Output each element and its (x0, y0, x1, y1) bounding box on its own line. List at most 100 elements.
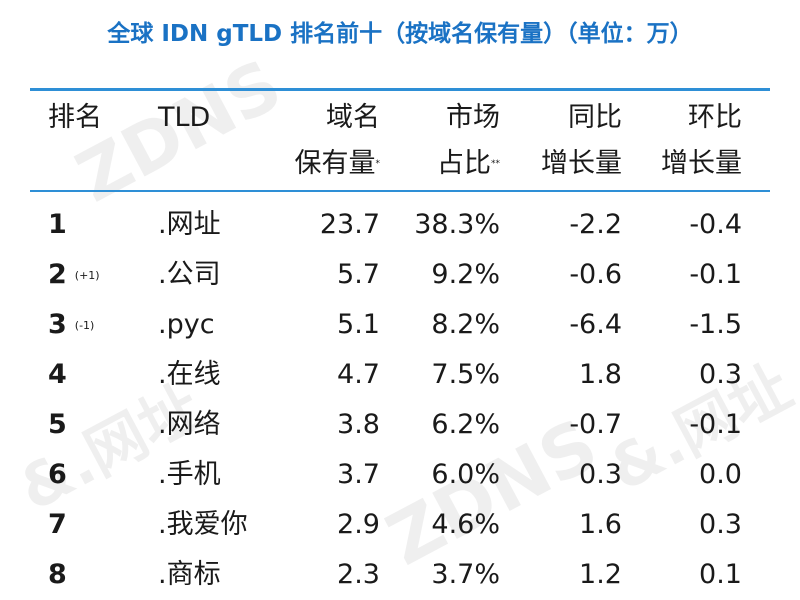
holdings-cell-text: 3.8 (337, 409, 380, 440)
qoq-cell-text: -0.1 (689, 409, 742, 440)
header-share-mark: ** (491, 159, 500, 169)
share-cell: 7.5% (431, 350, 500, 400)
header-holdings-line1: 域名 (326, 102, 380, 133)
rank-cell-text: 7 (48, 509, 67, 540)
yoy-cell: 1.8 (579, 350, 622, 400)
holdings-cell-text: 5.1 (337, 309, 380, 340)
qoq-cell: 0.0 (699, 450, 742, 500)
qoq-cell-text: -0.1 (689, 259, 742, 290)
header-tld: TLD (158, 102, 211, 133)
rank-cell: 8 (48, 550, 67, 600)
share-cell-text: 8.2% (431, 309, 500, 340)
holdings-cell: 4.7 (337, 350, 380, 400)
share-cell: 3.7% (431, 550, 500, 600)
tld-cell-text: .我爱你 (158, 509, 248, 540)
tld-cell-text: .公司 (158, 259, 221, 290)
header-top-rule (30, 88, 770, 91)
holdings-cell: 3.8 (337, 400, 380, 450)
share-cell: 8.2% (431, 300, 500, 350)
qoq-cell-text: 0.3 (699, 509, 742, 540)
header-bottom-rule (30, 190, 770, 192)
qoq-cell-text: 0.1 (699, 559, 742, 590)
yoy-cell-text: 1.8 (579, 359, 622, 390)
tld-cell: .我爱你 (158, 500, 248, 550)
rank-cell-text: 6 (48, 459, 67, 490)
qoq-cell-text: 0.0 (699, 459, 742, 490)
qoq-cell-text: -1.5 (689, 309, 742, 340)
tld-cell: .在线 (158, 350, 221, 400)
yoy-cell: 1.6 (579, 500, 622, 550)
qoq-cell: 0.3 (699, 500, 742, 550)
rank-cell-text: 2 (48, 259, 67, 290)
share-cell-text: 38.3% (414, 209, 500, 240)
yoy-cell: 0.3 (579, 450, 622, 500)
share-cell-text: 6.0% (431, 459, 500, 490)
holdings-cell: 2.3 (337, 550, 380, 600)
header-share-text: 占比 (437, 148, 491, 179)
qoq-cell: -1.5 (689, 300, 742, 350)
tld-cell-text: .рус (158, 309, 215, 340)
header-share-line2: 占比** (437, 142, 500, 186)
holdings-cell-text: 3.7 (337, 459, 380, 490)
tld-cell: .网络 (158, 400, 221, 450)
holdings-cell-text: 23.7 (319, 209, 380, 240)
rank-change-label: (-1) (74, 318, 95, 332)
yoy-cell: -0.6 (569, 250, 622, 300)
rank-cell-text: 3 (48, 309, 67, 340)
table-row: 5 .网络 3.8 6.2% -0.7 -0.1 (0, 400, 800, 450)
yoy-cell-text: 1.2 (579, 559, 622, 590)
tld-cell: .手机 (158, 450, 221, 500)
tld-cell-text: .在线 (158, 359, 221, 390)
share-cell-text: 6.2% (431, 409, 500, 440)
holdings-cell: 2.9 (337, 500, 380, 550)
rank-cell: 5 (48, 400, 67, 450)
holdings-cell-text: 2.9 (337, 509, 380, 540)
header-yoy-line1: 同比 (568, 102, 622, 133)
table-row: 7 .我爱你 2.9 4.6% 1.6 0.3 (0, 500, 800, 550)
holdings-cell-text: 4.7 (337, 359, 380, 390)
table-row: 3 (-1) .рус 5.1 8.2% -6.4 -1.5 (0, 300, 800, 350)
rank-cell-text: 8 (48, 559, 67, 590)
header-holdings-line2: 保有量* (295, 142, 381, 186)
holdings-cell-text: 2.3 (337, 559, 380, 590)
share-cell: 6.0% (431, 450, 500, 500)
table-row: 6 .手机 3.7 6.0% 0.3 0.0 (0, 450, 800, 500)
tld-cell: .рус (158, 300, 215, 350)
yoy-cell-text: -0.7 (569, 409, 622, 440)
yoy-cell: -0.7 (569, 400, 622, 450)
table-row: 4 .在线 4.7 7.5% 1.8 0.3 (0, 350, 800, 400)
qoq-cell: -0.4 (689, 200, 742, 250)
yoy-cell-text: -2.2 (569, 209, 622, 240)
tld-cell: .公司 (158, 250, 221, 300)
share-cell: 38.3% (414, 200, 500, 250)
tld-cell-text: .网址 (158, 209, 221, 240)
share-cell-text: 7.5% (431, 359, 500, 390)
yoy-cell-text: -6.4 (569, 309, 622, 340)
tld-cell: .网址 (158, 200, 221, 250)
holdings-cell: 23.7 (320, 200, 380, 250)
rank-cell-text: 4 (48, 359, 67, 390)
share-cell-text: 3.7% (431, 559, 500, 590)
table-row: 1 .网址 23.7 38.3% -2.2 -0.4 (0, 200, 800, 250)
holdings-cell: 5.7 (337, 250, 380, 300)
rank-cell: 1 (48, 200, 67, 250)
tld-cell-text: .网络 (158, 409, 221, 440)
qoq-cell: -0.1 (689, 250, 742, 300)
holdings-cell: 5.1 (337, 300, 380, 350)
share-cell: 6.2% (431, 400, 500, 450)
header-qoq-line1: 环比 (688, 102, 742, 133)
tld-cell-text: .手机 (158, 459, 221, 490)
rank-cell: 3 (-1) (48, 300, 94, 351)
rank-cell: 4 (48, 350, 67, 400)
yoy-cell-text: 1.6 (579, 509, 622, 540)
table-row: 8 .商标 2.3 3.7% 1.2 0.1 (0, 550, 800, 600)
share-cell-text: 4.6% (431, 509, 500, 540)
rank-change-label: (+1) (74, 268, 100, 282)
header-holdings-mark: * (375, 159, 381, 169)
qoq-cell: -0.1 (689, 400, 742, 450)
yoy-cell: 1.2 (579, 550, 622, 600)
tld-cell-text: .商标 (158, 559, 221, 590)
qoq-cell-text: -0.4 (689, 209, 742, 240)
rank-cell: 2 (+1) (48, 250, 100, 301)
rank-cell-text: 5 (48, 409, 67, 440)
